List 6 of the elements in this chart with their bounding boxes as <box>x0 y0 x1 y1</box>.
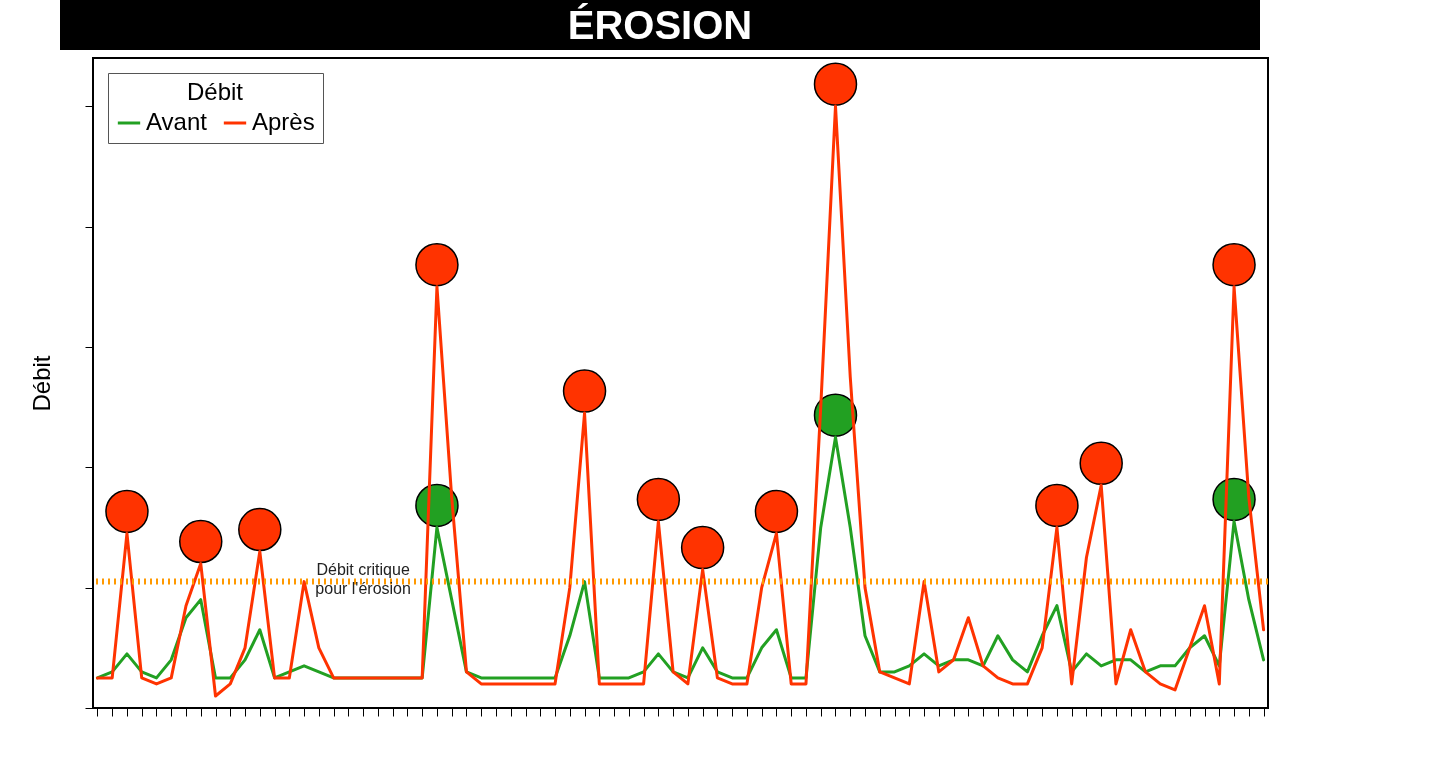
ref-line-label: Débit critique pour l'érosion <box>315 560 411 597</box>
legend-label: Après <box>252 108 315 135</box>
legend-title: Débit <box>186 78 244 105</box>
y-axis-title: Débit <box>28 355 55 412</box>
legend-label: Avant <box>146 108 208 135</box>
chart-title: ÉROSION <box>60 0 1260 50</box>
